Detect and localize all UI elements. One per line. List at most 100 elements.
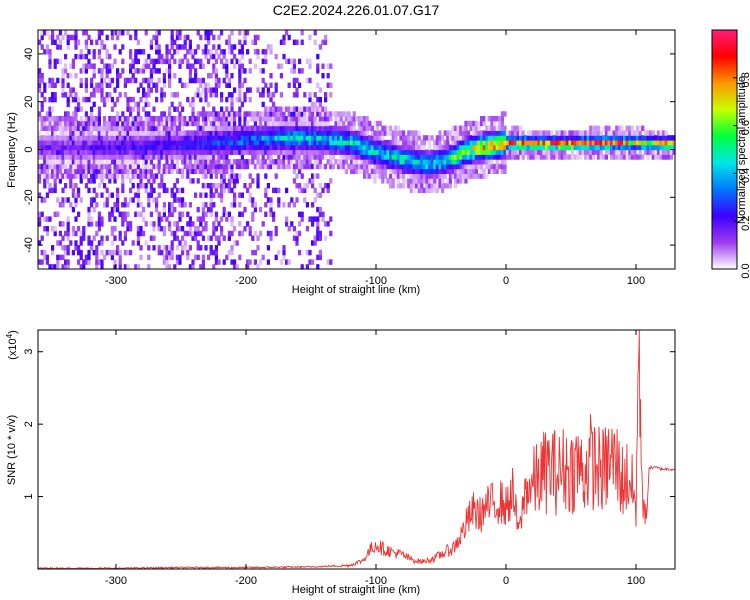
spectrogram-cell	[521, 154, 525, 160]
spectrogram-cell	[391, 159, 395, 165]
spectrogram-cell	[391, 178, 395, 184]
spectrogram-cell	[443, 154, 447, 160]
spectrogram-cell	[454, 135, 458, 141]
spectrogram-cell	[352, 130, 356, 136]
spectrogram-cell	[311, 173, 315, 179]
spectrogram-cell	[425, 183, 429, 189]
spectrogram-cell	[53, 130, 57, 136]
spectrogram-cell	[308, 92, 312, 98]
spectrogram-cell	[84, 135, 88, 141]
spectrogram-cell	[144, 159, 148, 165]
spectrogram-cell	[134, 34, 138, 41]
spectrogram-cell	[214, 163, 218, 170]
spectrogram-cell	[212, 144, 216, 151]
spectrogram-cell	[337, 163, 341, 170]
spectrogram-cell	[300, 39, 304, 45]
spectrogram-cell	[170, 53, 174, 60]
spectrogram-cell	[126, 96, 130, 103]
spectrogram-cell	[539, 149, 543, 155]
spectrogram-cell	[620, 149, 624, 155]
spectrogram-cell	[134, 53, 138, 60]
spectrogram-cell	[162, 149, 166, 155]
spectrogram-cell	[136, 120, 140, 127]
spectrogram-cell	[246, 111, 250, 117]
spectrogram-cell	[186, 254, 190, 261]
spectrogram-cell	[420, 168, 424, 174]
spectrogram-cell	[196, 230, 200, 237]
spectrogram-cell	[186, 130, 190, 136]
spectrogram-x-tick-label: -300	[105, 275, 127, 287]
spectrogram-cell	[64, 120, 68, 127]
spectrogram-cell	[321, 216, 325, 222]
spectrogram-cell	[396, 144, 400, 151]
spectrogram-cell	[149, 183, 153, 189]
spectrogram-cell	[134, 130, 138, 136]
spectrogram-cell	[298, 159, 302, 165]
spectrogram-cell	[443, 130, 447, 136]
spectrogram-cell	[123, 149, 127, 155]
spectrogram-cell	[620, 139, 624, 146]
spectrogram-cell	[209, 197, 213, 203]
spectrogram-cell	[136, 202, 140, 208]
spectrogram-cell	[641, 144, 645, 151]
spectrogram-cell	[243, 183, 247, 189]
spectrogram-y-tick-label: 20	[23, 96, 35, 108]
spectrogram-cell	[355, 154, 359, 160]
spectrogram-cell	[212, 135, 216, 141]
spectrogram-cell	[152, 130, 156, 136]
spectrogram-cell	[43, 144, 47, 151]
spectrogram-cell	[152, 154, 156, 160]
spectrogram-cell	[157, 245, 161, 251]
spectrogram-cell	[48, 96, 52, 103]
spectrogram-cell	[123, 216, 127, 222]
spectrogram-cell	[194, 77, 198, 84]
spectrogram-cell	[246, 120, 250, 127]
spectrogram-cell	[157, 116, 161, 122]
spectrogram-cell	[82, 135, 86, 141]
spectrogram-cell	[103, 183, 107, 189]
spectrogram-cell	[142, 106, 146, 112]
spectrogram-cell	[620, 144, 624, 151]
spectrogram-cell	[168, 73, 172, 79]
spectrogram-cell	[207, 116, 211, 122]
spectrogram-cell	[461, 154, 465, 160]
spectrogram-cell	[147, 168, 151, 174]
spectrogram-cell	[139, 226, 143, 232]
spectrogram-cell	[43, 178, 47, 184]
spectrogram-cell	[324, 111, 328, 117]
spectrogram-cell	[121, 44, 125, 50]
spectrogram-cell	[160, 135, 164, 141]
spectrogram-cell	[594, 144, 598, 151]
spectrogram-cell	[285, 154, 289, 160]
spectrogram-cell	[560, 130, 564, 136]
spectrogram-cell	[207, 159, 211, 165]
spectrogram-cell	[459, 135, 463, 141]
spectrogram-cell	[474, 125, 478, 131]
spectrogram-cell	[38, 139, 42, 146]
spectrogram-cell	[222, 149, 226, 155]
spectrogram-cell	[443, 149, 447, 155]
spectrogram-cell	[194, 235, 198, 241]
spectrogram-cell	[139, 116, 143, 122]
spectrogram-cell	[243, 135, 247, 141]
spectrogram-cell	[97, 168, 101, 174]
spectrogram-cell	[165, 44, 169, 50]
spectrogram-cell	[243, 163, 247, 170]
spectrogram-cell	[79, 77, 83, 84]
spectrogram-cell	[139, 183, 143, 189]
spectrogram-cell	[344, 144, 348, 151]
spectrogram-cell	[64, 154, 68, 160]
spectrogram-cell	[506, 130, 510, 136]
spectrogram-cell	[66, 249, 70, 256]
spectrogram-cell	[576, 144, 580, 151]
spectrogram-cell	[316, 192, 320, 198]
spectrogram-cell	[186, 82, 190, 88]
spectrogram-cell	[217, 149, 221, 155]
spectrogram-cell	[279, 39, 283, 45]
spectrogram-cell	[347, 149, 351, 155]
spectrogram-cell	[160, 58, 164, 65]
spectrogram-cell	[157, 221, 161, 227]
spectrogram-cell	[329, 92, 333, 98]
spectrogram-cell	[97, 221, 101, 227]
spectrogram-cell	[165, 154, 169, 160]
